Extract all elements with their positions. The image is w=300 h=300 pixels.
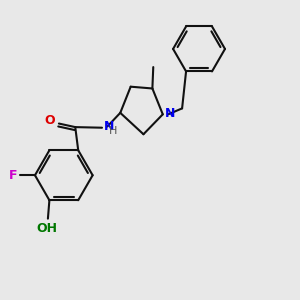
Text: N: N bbox=[165, 107, 175, 120]
Text: H: H bbox=[109, 126, 118, 136]
Text: OH: OH bbox=[37, 222, 58, 235]
Text: F: F bbox=[9, 169, 18, 182]
Text: O: O bbox=[45, 114, 55, 127]
Text: N: N bbox=[104, 120, 114, 133]
